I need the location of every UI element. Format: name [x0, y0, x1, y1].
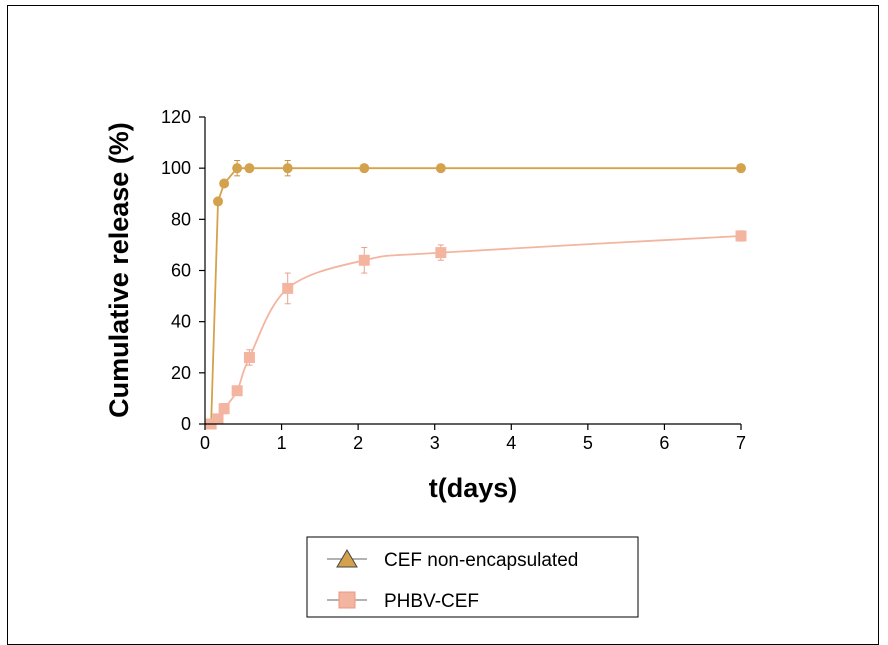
data-point-phbv: [435, 247, 447, 259]
series-layer: [205, 159, 747, 430]
x-tick-label: 7: [736, 433, 746, 453]
x-axis-title: t(days): [429, 473, 518, 503]
x-tick-label: 1: [277, 433, 287, 453]
y-tick-label: 20: [171, 363, 191, 383]
series-line-phbv: [210, 235, 742, 425]
y-tick-label: 100: [161, 158, 191, 178]
chart: 0 20 40 60 80 100 120 0 1 2 3 4 5 6 7 Cumulative relea…: [104, 107, 747, 618]
legend-box: [306, 536, 639, 618]
x-tick-label: 5: [583, 433, 593, 453]
x-tick-label: 0: [200, 433, 210, 453]
x-tick-label: 6: [659, 433, 669, 453]
data-point-cef: [736, 163, 746, 174]
y-tick-label: 40: [171, 312, 191, 332]
legend-label-phbv: PHBV-CEF: [384, 591, 479, 612]
axes-layer: 0 20 40 60 80 100 120 0 1 2 3 4 5 6 7: [161, 107, 746, 453]
data-point-phbv: [243, 351, 255, 363]
data-point-phbv: [218, 403, 230, 415]
data-point-phbv: [231, 385, 243, 397]
data-point-cef: [435, 163, 446, 174]
data-point-phbv: [212, 413, 224, 425]
x-tick-label: 2: [353, 433, 363, 453]
data-point-phbv: [358, 254, 370, 266]
x-tick-label: 3: [430, 433, 440, 453]
legend: CEF non-encapsulated PHBV-CEF: [306, 536, 639, 618]
y-axis-title: Cumulative release (%): [104, 122, 134, 418]
x-tick-label: 4: [506, 433, 516, 453]
data-point-cef: [219, 178, 230, 189]
data-point-phbv: [735, 230, 747, 242]
legend-square-marker: [338, 591, 356, 609]
y-tick-label: 80: [171, 209, 191, 229]
series-line-cef: [210, 167, 741, 425]
data-point-cef: [213, 196, 224, 207]
y-tick-label: 120: [161, 107, 191, 127]
y-tick-label: 0: [181, 414, 191, 434]
data-point-cef: [244, 163, 255, 174]
legend-label-cef: CEF non-encapsulated: [384, 550, 578, 571]
data-point-cef: [232, 163, 243, 174]
data-point-phbv: [282, 282, 294, 294]
data-point-cef: [359, 163, 370, 174]
data-point-cef: [282, 163, 293, 174]
y-tick-label: 60: [171, 261, 191, 281]
legend-triangle-marker: [336, 549, 358, 568]
